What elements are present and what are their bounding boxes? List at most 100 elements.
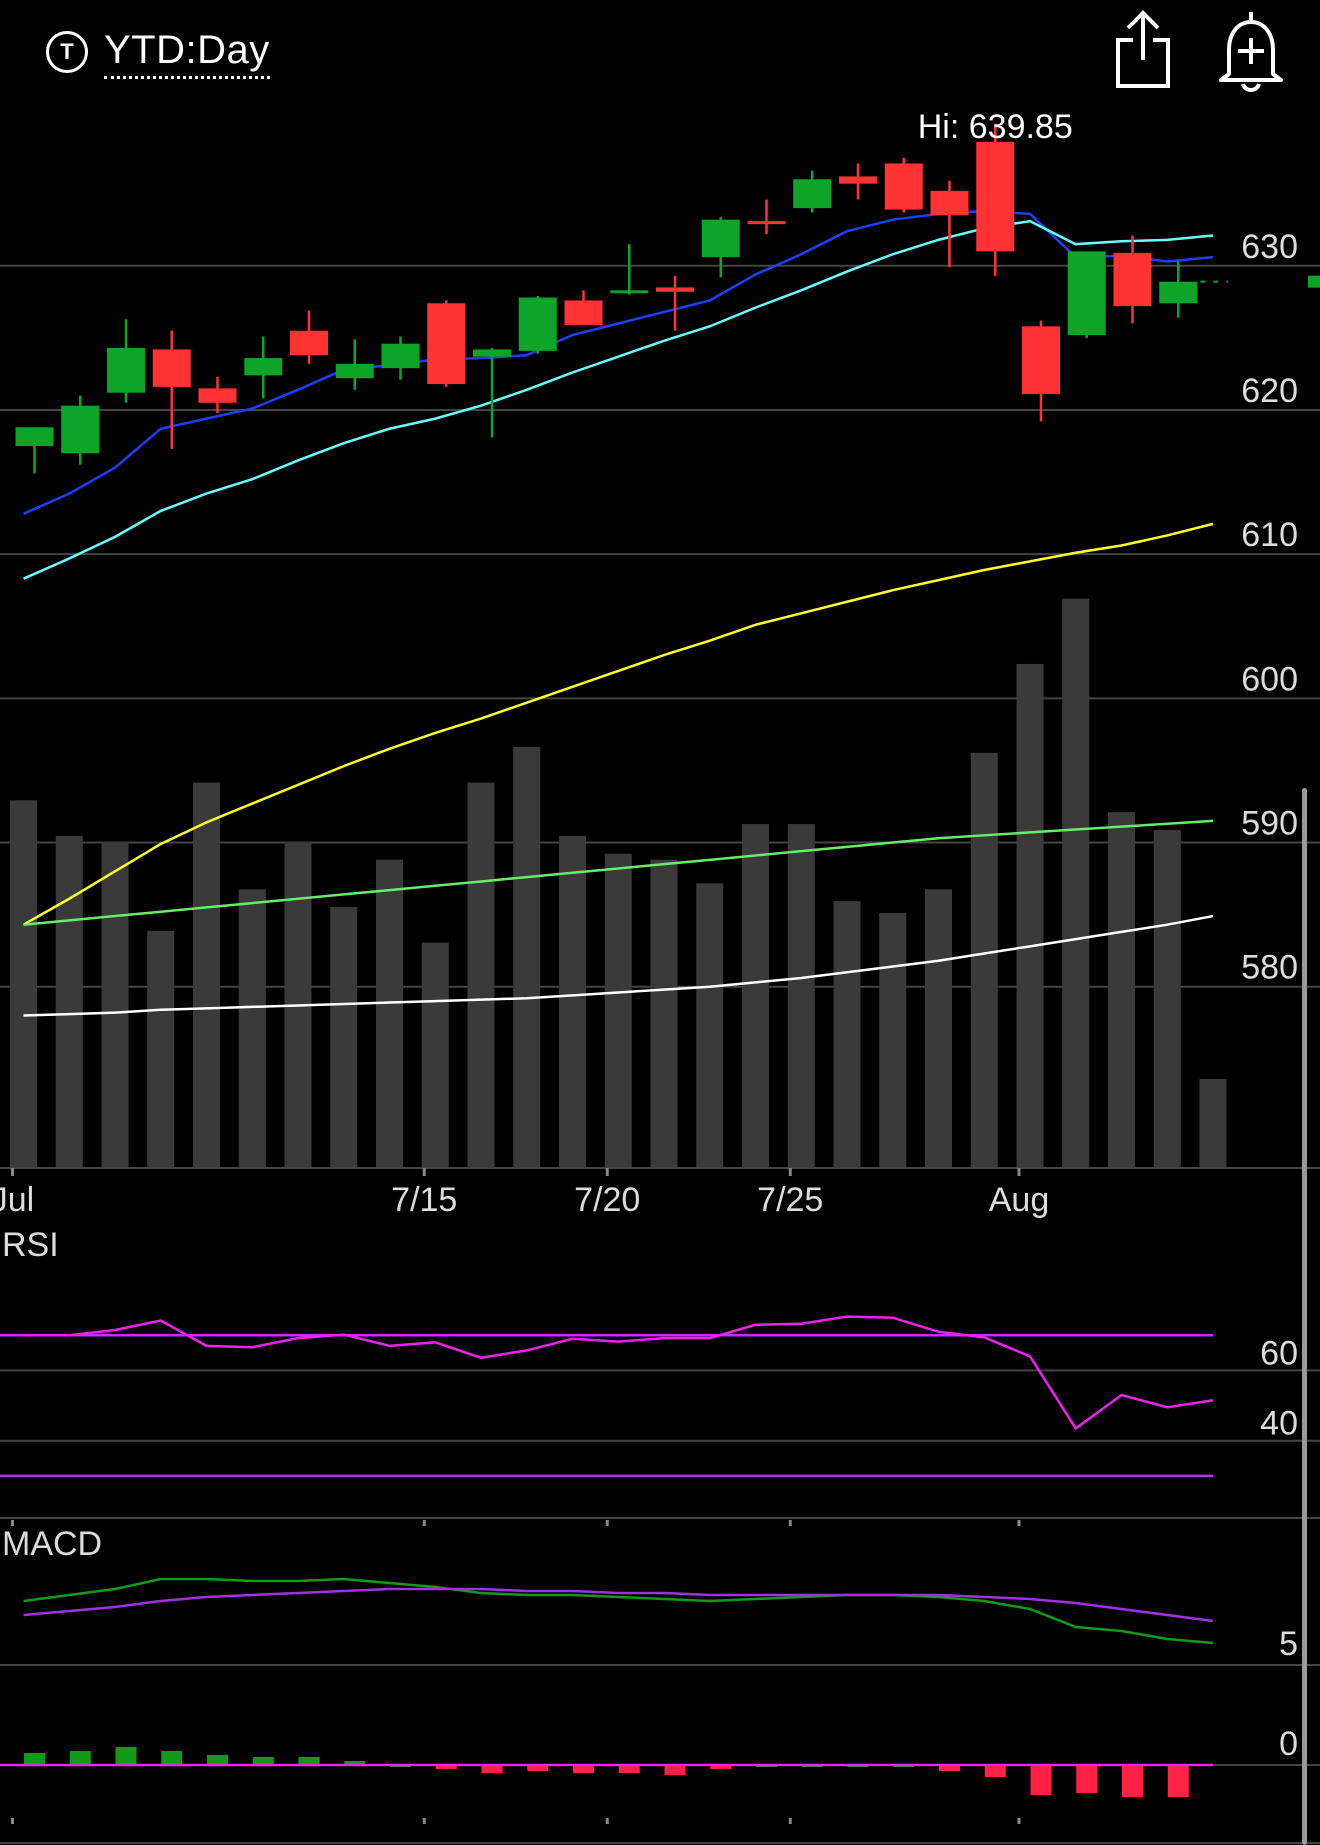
macd-histogram-bar bbox=[252, 1757, 274, 1765]
volume-bar bbox=[650, 859, 678, 1168]
candle-body bbox=[610, 290, 649, 294]
timeframe-icon: T bbox=[46, 31, 88, 73]
volume-bar bbox=[787, 824, 815, 1168]
macd-axis-label: 0 bbox=[1279, 1725, 1298, 1763]
moving-average-line bbox=[23, 819, 1214, 926]
candle-body bbox=[198, 388, 237, 403]
candle-body bbox=[381, 343, 420, 369]
volume-bar bbox=[421, 942, 449, 1168]
volume-bar bbox=[833, 901, 861, 1168]
volume-bar bbox=[879, 913, 907, 1168]
candle-body bbox=[107, 347, 145, 393]
candle-body bbox=[15, 427, 54, 447]
macd-histogram-bar bbox=[664, 1765, 686, 1775]
period-label: YTD:Day bbox=[104, 26, 270, 79]
add-alert-button[interactable] bbox=[1215, 8, 1287, 92]
price-axis-label: 630 bbox=[1241, 228, 1298, 266]
candle-body bbox=[1067, 251, 1106, 336]
date-axis-label: Jul bbox=[0, 1181, 34, 1219]
rsi-axis-label: 40 bbox=[1260, 1405, 1298, 1443]
macd-axis-label: 5 bbox=[1279, 1625, 1298, 1663]
macd-histogram-bar bbox=[161, 1751, 183, 1765]
moving-average-line bbox=[23, 914, 1214, 1017]
rsi-panel-title: RSI bbox=[2, 1226, 59, 1264]
price-axis-label: 620 bbox=[1241, 372, 1298, 410]
candle-body bbox=[839, 176, 877, 184]
macd-line bbox=[23, 1587, 1214, 1623]
candle-body bbox=[427, 303, 466, 385]
candle-body bbox=[152, 349, 191, 387]
candle-body bbox=[747, 221, 786, 225]
macd-histogram-bar bbox=[344, 1761, 366, 1765]
candle-body bbox=[473, 349, 511, 357]
macd-histogram-bar bbox=[207, 1755, 228, 1765]
macd-histogram-bar bbox=[298, 1757, 320, 1765]
volume-bar bbox=[604, 853, 632, 1168]
last-price-marker bbox=[1308, 275, 1320, 288]
candle-body bbox=[884, 163, 923, 210]
macd-histogram-bar bbox=[1030, 1765, 1052, 1795]
volume-bar bbox=[696, 883, 724, 1168]
date-axis-label: 7/20 bbox=[574, 1181, 640, 1219]
macd-histogram-bar bbox=[69, 1751, 91, 1765]
share-icon bbox=[1116, 10, 1170, 88]
high-price-label: Hi: 639.85 bbox=[918, 108, 1073, 146]
date-axis-label: Aug bbox=[989, 1181, 1050, 1219]
price-axis-label: 590 bbox=[1241, 805, 1298, 843]
volume-bar bbox=[376, 859, 403, 1168]
candle-body bbox=[244, 358, 283, 376]
share-button[interactable] bbox=[1110, 8, 1176, 92]
price-axis-label: 610 bbox=[1241, 516, 1298, 554]
candle-body bbox=[701, 219, 740, 258]
volume-bar bbox=[513, 746, 541, 1168]
volume-bar bbox=[101, 841, 129, 1168]
price-axis-label: 600 bbox=[1241, 660, 1298, 698]
volume-bar bbox=[742, 824, 769, 1168]
date-axis-label: 7/15 bbox=[391, 1181, 457, 1219]
macd-histogram-bar bbox=[1076, 1765, 1098, 1793]
candle-body bbox=[61, 405, 100, 454]
period-selector-button[interactable]: T YTD:Day bbox=[46, 24, 270, 80]
macd-histogram-bar bbox=[527, 1765, 549, 1771]
rsi-line bbox=[23, 1315, 1214, 1431]
macd-panel-title: MACD bbox=[2, 1525, 102, 1563]
candle-body bbox=[656, 287, 694, 292]
volume-bar bbox=[55, 835, 83, 1168]
macd-histogram-bar bbox=[1122, 1765, 1143, 1797]
volume-bar bbox=[467, 782, 495, 1168]
macd-histogram-bar bbox=[115, 1747, 137, 1765]
volume-bar bbox=[10, 800, 37, 1168]
moving-average-line bbox=[22, 219, 1214, 580]
candle-body bbox=[976, 141, 1015, 252]
macd-histogram-bar bbox=[481, 1765, 503, 1773]
scrollbar[interactable] bbox=[1302, 788, 1307, 1845]
macd-histogram-bar bbox=[435, 1765, 457, 1769]
volume-bar bbox=[193, 782, 220, 1168]
candle-body bbox=[793, 179, 832, 209]
volume-bar bbox=[1153, 829, 1181, 1168]
volume-bar bbox=[1108, 812, 1135, 1168]
macd-histogram-bar bbox=[24, 1753, 45, 1765]
candle-body bbox=[1022, 326, 1060, 395]
macd-histogram-bar bbox=[984, 1765, 1006, 1777]
macd-histogram-bar bbox=[939, 1765, 960, 1771]
volume-bar bbox=[238, 889, 266, 1168]
volume-bar bbox=[330, 907, 358, 1168]
moving-average-line bbox=[22, 522, 1214, 926]
volume-bar bbox=[559, 835, 586, 1168]
macd-line bbox=[23, 1577, 1214, 1645]
candle-body bbox=[1159, 281, 1198, 304]
volume-bar bbox=[970, 752, 998, 1168]
volume-bar bbox=[1199, 1079, 1227, 1168]
volume-bar bbox=[925, 889, 952, 1168]
add-alert-icon bbox=[1219, 12, 1283, 92]
macd-histogram-bar bbox=[573, 1765, 594, 1773]
date-axis-label: 7/25 bbox=[757, 1181, 823, 1219]
volume-bar bbox=[1062, 598, 1090, 1168]
volume-bar bbox=[1016, 663, 1044, 1168]
price-axis-label: 580 bbox=[1241, 949, 1298, 987]
candle-body bbox=[564, 300, 603, 325]
candle-body bbox=[335, 363, 374, 379]
rsi-axis-label: 60 bbox=[1260, 1334, 1298, 1372]
